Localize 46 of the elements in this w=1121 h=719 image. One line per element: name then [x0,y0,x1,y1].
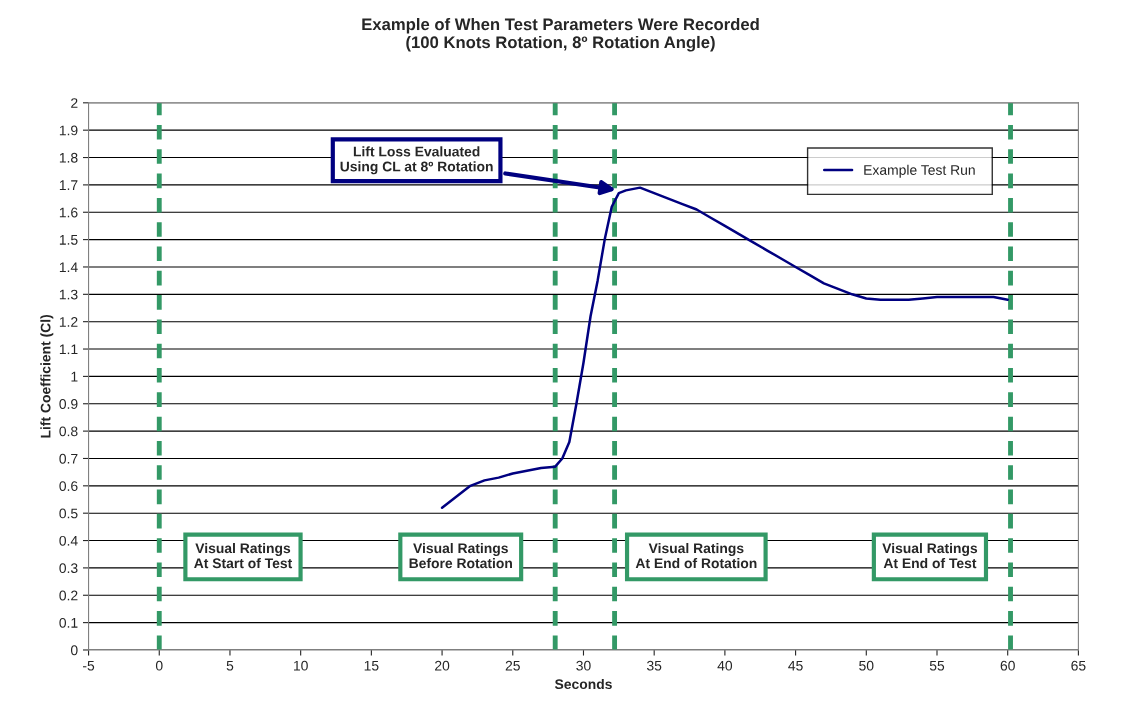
y-tick-label: 1.8 [59,152,78,163]
legend-label: Example Test Run [864,164,975,178]
y-tick-label: 0.4 [59,535,78,546]
y-tick-label: 2 [71,98,78,108]
x-tick-label: 5 [226,660,234,671]
line-series [440,186,1009,509]
x-tick-label: 50 [859,660,874,671]
x-tick-label: 55 [929,660,945,671]
y-tick-label: 1 [71,371,78,382]
y-tick-label: 0.7 [59,453,78,464]
x-tick-label: 10 [294,660,308,671]
y-tick-label: 1.1 [59,344,78,355]
x-tick-label: 20 [435,660,450,671]
x-tick-label: 30 [576,660,591,671]
y-axis-title: Lift Coefficient (Cl) [40,314,54,438]
y-tick-label: 0.9 [59,399,78,409]
annotation: Visual Ratings At End of Rotation [635,542,757,569]
annotation: Lift Loss Evaluated Using CL at 8º Rotation [340,146,493,175]
x-tick-label: 35 [646,660,662,671]
x-tick-label: 0 [155,660,163,671]
y-tick-label: 1.5 [59,235,78,245]
y-tick-label: 0.3 [59,563,78,574]
x-tick-label: 40 [717,660,733,671]
x-tick-label: 25 [505,660,520,671]
y-tick-label: 0 [70,645,78,656]
x-axis-title: Seconds [554,678,612,690]
annotation: Visual Ratings Before Rotation [409,542,512,569]
annotation: Visual Ratings At Start of Test [194,542,293,569]
y-tick-label: 1.9 [59,125,78,136]
x-tick-label: -5 [83,660,95,671]
y-tick-label: 0.6 [59,481,78,491]
x-tick-label: 15 [364,660,379,671]
y-tick-label: 1.6 [59,207,78,218]
y-tick-label: 1.2 [59,317,78,327]
y-tick-label: 1.7 [59,180,78,190]
chart-title: Example of When Test Parameters Were Recorded (100 Knots Rotation, 8º Rotation Angle) [362,17,759,52]
y-tick-label: 1.3 [59,289,78,300]
y-tick-label: 0.1 [59,617,78,628]
y-tick-label: 1.4 [59,262,78,272]
x-tick-label: 45 [788,660,803,671]
y-tick-label: 0.2 [59,590,78,601]
x-tick-label: 65 [1071,660,1086,671]
y-tick-label: 0.5 [59,508,78,519]
x-tick-label: 60 [1000,660,1015,671]
y-tick-label: 0.8 [59,426,78,437]
annotation: Visual Ratings At End of Test [882,542,978,569]
